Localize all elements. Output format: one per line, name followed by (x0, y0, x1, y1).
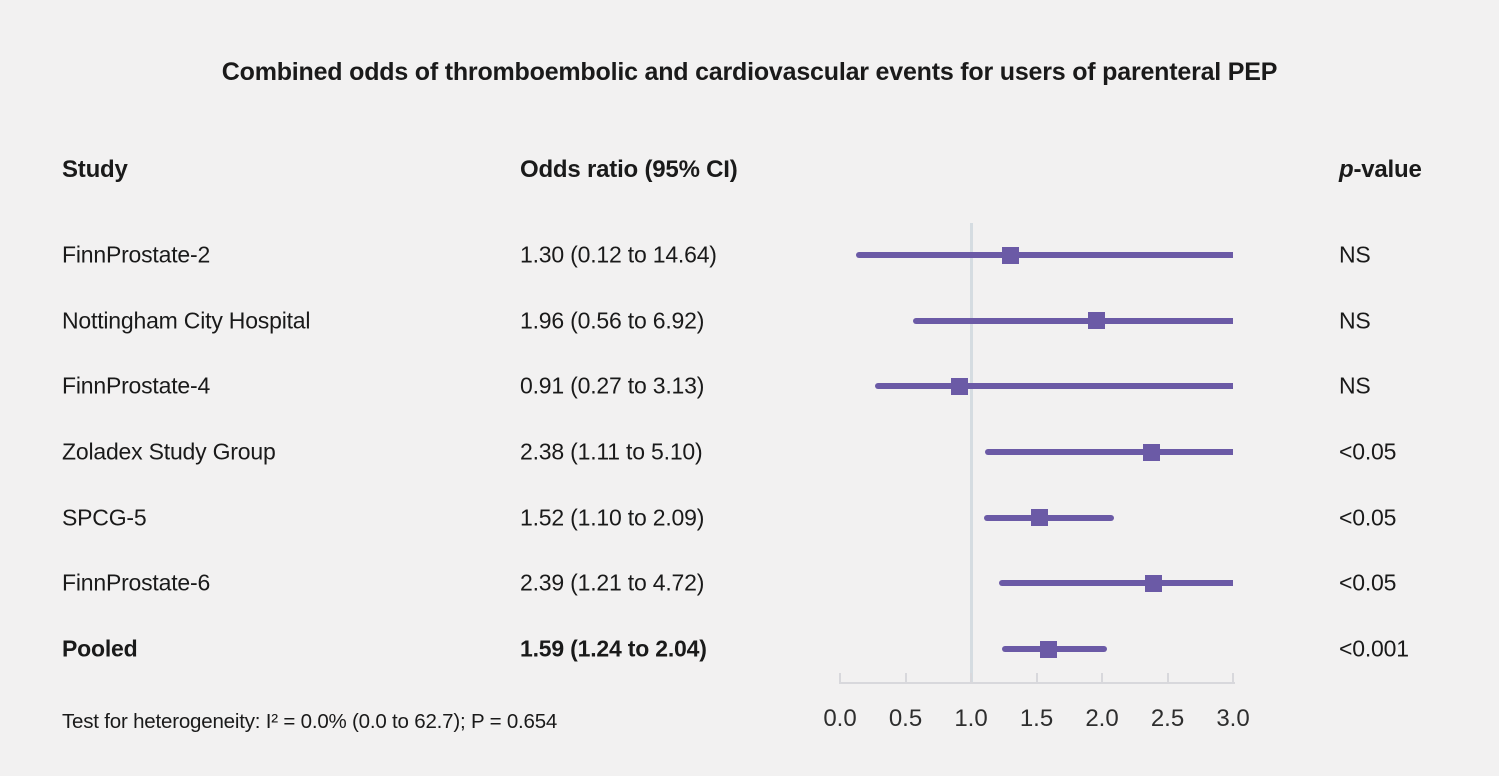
p-value-label: <0.05 (1339, 504, 1397, 531)
point-estimate-marker (1030, 509, 1048, 527)
x-axis-tick (904, 673, 907, 682)
ci-line (984, 514, 1114, 521)
study-label: Nottingham City Hospital (62, 307, 311, 334)
x-axis-tick (970, 673, 972, 682)
or-ci-label: 1.52 (1.10 to 2.09) (520, 504, 705, 531)
x-axis-tick-label: 2.5 (1150, 705, 1185, 732)
point-estimate-marker (950, 377, 968, 395)
or-ci-label: 1.30 (0.12 to 14.64) (520, 241, 717, 268)
x-axis-tick (1101, 673, 1103, 682)
column-header-p-value: p-value (1339, 156, 1422, 184)
x-axis-tick-label: 3.0 (1216, 705, 1250, 732)
or-ci-label: 0.91 (0.27 to 3.13) (520, 372, 705, 399)
study-label: FinnProstate-4 (62, 372, 211, 399)
p-value-label: NS (1339, 241, 1371, 268)
p-value-label: <0.05 (1339, 438, 1397, 465)
study-label: FinnProstate-6 (62, 569, 211, 596)
ci-line (998, 580, 1233, 587)
or-ci-label: 2.39 (1.21 to 4.72) (520, 569, 705, 596)
point-estimate-marker (1039, 640, 1057, 658)
x-axis-tick (1166, 673, 1169, 682)
or-ci-label: 2.38 (1.11 to 5.10) (520, 438, 703, 465)
p-value-label: NS (1339, 307, 1371, 334)
point-estimate-marker (1088, 312, 1106, 330)
p-value-label: <0.05 (1339, 569, 1397, 596)
p-value-header-italic-p: p (1339, 156, 1354, 183)
or-ci-label: 1.59 (1.24 to 2.04) (520, 635, 707, 662)
ci-line (855, 252, 1233, 258)
p-value-label: <0.001 (1339, 635, 1409, 662)
x-axis-tick-label: 1.5 (1019, 705, 1054, 732)
point-estimate-marker (1144, 574, 1162, 592)
x-axis-tick-label: 2.0 (1085, 705, 1119, 732)
chart-title: Combined odds of thromboembolic and card… (221, 58, 1278, 86)
or-ci-label: 1.96 (0.56 to 6.92) (520, 307, 705, 334)
study-label: SPCG-5 (62, 504, 147, 531)
study-label: Zoladex Study Group (62, 438, 276, 465)
x-axis-tick-label: 0.0 (823, 705, 857, 732)
p-value-label: NS (1339, 372, 1371, 399)
ci-line (913, 317, 1233, 324)
p-value-header-suffix: -value (1353, 156, 1422, 183)
ci-line (985, 449, 1233, 455)
reference-line (969, 223, 973, 682)
x-axis-tick (839, 673, 841, 682)
ci-line (875, 383, 1233, 390)
x-axis-tick-label: 0.5 (888, 705, 923, 732)
column-header-odds-ratio: Odds ratio (95% CI) (520, 156, 738, 183)
heterogeneity-note: Test for heterogeneity: I² = 0.0% (0.0 t… (62, 710, 558, 733)
x-axis-tick (1232, 673, 1234, 682)
x-axis-tick (1035, 673, 1038, 682)
study-label: FinnProstate-2 (62, 241, 211, 268)
point-estimate-marker (1143, 443, 1161, 461)
study-label: Pooled (62, 635, 138, 662)
x-axis-tick-label: 1.0 (954, 705, 988, 732)
column-header-study: Study (62, 156, 128, 183)
point-estimate-marker (1001, 246, 1019, 264)
x-axis-line (839, 682, 1235, 684)
